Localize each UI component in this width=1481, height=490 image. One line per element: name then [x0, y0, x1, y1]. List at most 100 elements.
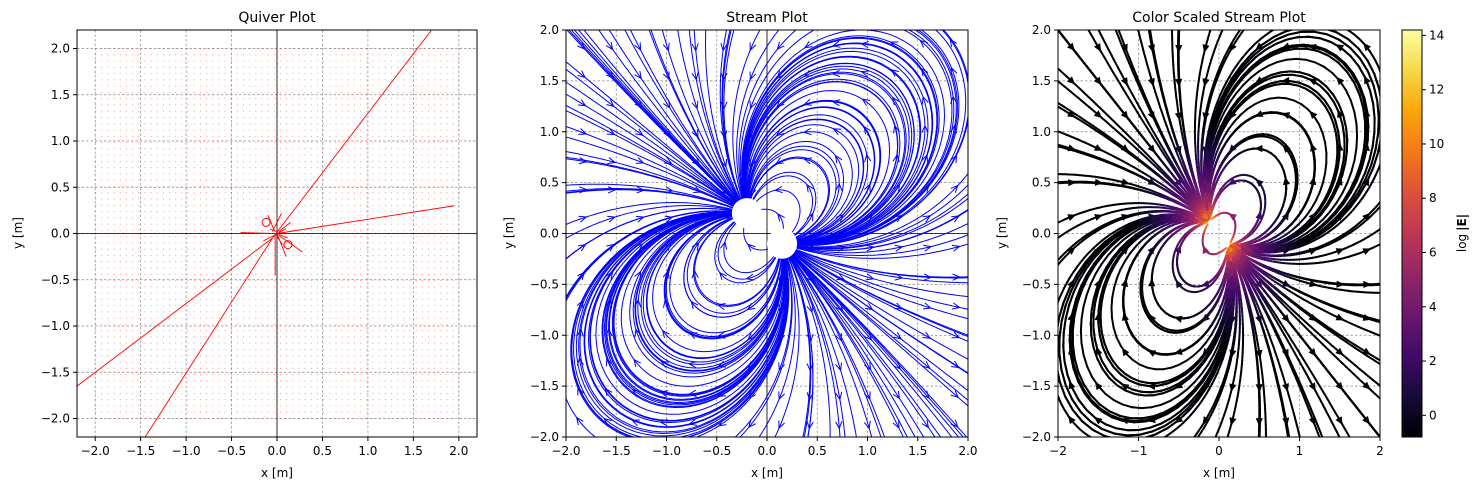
- stream-line: [566, 205, 735, 239]
- color-stream-segment: [1146, 366, 1157, 371]
- stream-arrowhead: [1174, 348, 1183, 356]
- x-tick-label: 0.5: [313, 444, 332, 458]
- stream-arrowhead: [661, 329, 670, 339]
- quiver-near-arrow: [263, 234, 275, 242]
- color-stream-segment: [1131, 358, 1141, 366]
- stream-arrowhead: [692, 157, 701, 167]
- color-stream-segment: [1217, 332, 1225, 345]
- stream-line: [583, 30, 738, 204]
- color-stream-segment: [1224, 297, 1229, 310]
- stream-arrowhead: [719, 271, 727, 281]
- stream-arrowhead: [1094, 416, 1103, 425]
- color-stream-segment: [1226, 434, 1230, 437]
- stream-arrowhead: [922, 331, 932, 339]
- stream-line: [789, 256, 846, 437]
- stream-arrowhead: [1066, 246, 1076, 255]
- color-stream-segment: [1099, 302, 1103, 315]
- color-stream-segment: [1109, 237, 1121, 248]
- stream-arrowhead: [1147, 415, 1156, 423]
- color-stream-segment: [1197, 386, 1208, 401]
- color-stream-segment: [1053, 240, 1056, 242]
- color-stream-segment: [1111, 416, 1125, 422]
- stream-line: [746, 106, 876, 243]
- color-stream-segment: [1079, 317, 1083, 332]
- color-stream-segment: [1055, 350, 1056, 366]
- stream-line: [611, 212, 786, 397]
- color-stream-segment: [1174, 221, 1183, 225]
- stream-arrowhead: [746, 302, 756, 311]
- stream-arrowhead: [921, 419, 930, 429]
- stream-arrowhead: [1094, 381, 1103, 391]
- color-stream-segment: [1102, 276, 1109, 289]
- stream-line: [566, 81, 736, 205]
- color-stream-segment: [1075, 261, 1087, 277]
- color-stream-segment: [1083, 383, 1093, 397]
- stream-line: [760, 208, 784, 229]
- color-stream-segment: [1131, 388, 1144, 393]
- stream-arrowhead: [634, 270, 642, 280]
- stream-line: [795, 30, 955, 246]
- color-stream-segment: [1096, 357, 1104, 371]
- color-stream-segment: [1064, 395, 1074, 412]
- stream-arrowhead: [921, 124, 929, 133]
- color-stream-segment: [1080, 305, 1085, 320]
- color-stream-segment: [1095, 276, 1103, 289]
- stream-arrowhead: [717, 389, 727, 397]
- x-tick-label: −1.0: [172, 444, 201, 458]
- color-stream-segment: [1116, 384, 1127, 392]
- stream-arrowhead: [1228, 282, 1237, 291]
- color-stream-segment: [1106, 258, 1115, 271]
- stream-line: [736, 30, 780, 200]
- color-stream-segment: [1209, 341, 1218, 354]
- stream-line: [566, 202, 733, 225]
- stream-source-hole: [731, 198, 762, 229]
- color-stream-segment: [1101, 410, 1114, 419]
- color-stream-segment: [1207, 353, 1215, 366]
- color-stream-segment: [1188, 392, 1200, 404]
- color-stream-segment: [1202, 368, 1212, 382]
- color-stream-segment: [1132, 334, 1139, 343]
- color-stream-segment: [1230, 289, 1234, 306]
- stream-line: [795, 234, 968, 256]
- color-stream-segment: [1151, 215, 1166, 220]
- color-stream-segment: [1101, 333, 1106, 345]
- color-stream-segment: [1146, 236, 1154, 244]
- y-tick-label: −2.0: [530, 430, 559, 444]
- color-stream-segment: [1062, 345, 1066, 363]
- color-stream-segment: [1089, 272, 1097, 286]
- color-stream-segment: [1157, 217, 1170, 222]
- color-stream-segment: [1100, 408, 1113, 417]
- color-stream-segment: [1104, 423, 1118, 430]
- color-stream-segment: [1101, 245, 1112, 257]
- stream-arrowhead: [806, 363, 814, 372]
- color-stream-segment: [1120, 374, 1131, 382]
- color-stream-segment: [1142, 227, 1152, 235]
- quiver-near-arrow: [278, 234, 303, 253]
- stream-line: [746, 114, 869, 242]
- stream-line: [743, 68, 910, 244]
- color-stream-segment: [1226, 439, 1227, 443]
- color-stream-segment: [1189, 217, 1200, 221]
- color-stream-segment: [1099, 441, 1101, 442]
- color-stream-segment: [1108, 377, 1118, 387]
- color-stream-segment: [1101, 360, 1110, 372]
- stream-arrowhead: [747, 243, 756, 252]
- color-stream-segment: [1219, 331, 1227, 347]
- stream-arrowhead: [720, 240, 728, 250]
- color-stream-segment: [1133, 252, 1139, 262]
- color-stream-segment: [1158, 439, 1161, 441]
- stream-arrowhead: [806, 333, 814, 343]
- color-stream-segment: [1218, 343, 1226, 360]
- stream-arrowhead: [717, 360, 726, 368]
- x-tick-label: 2.0: [449, 444, 468, 458]
- color-stream-segment: [1183, 389, 1195, 400]
- quiver-long-arrow: [276, 205, 455, 234]
- stream-arrowhead: [748, 419, 756, 429]
- color-stream-segment: [1202, 215, 1207, 220]
- color-stream-segment: [1071, 344, 1076, 361]
- color-stream-segment: [1118, 440, 1131, 441]
- color-stream-segment: [1135, 238, 1144, 248]
- quiver-source-cluster: [261, 217, 271, 227]
- color-stream-segment: [1133, 420, 1147, 424]
